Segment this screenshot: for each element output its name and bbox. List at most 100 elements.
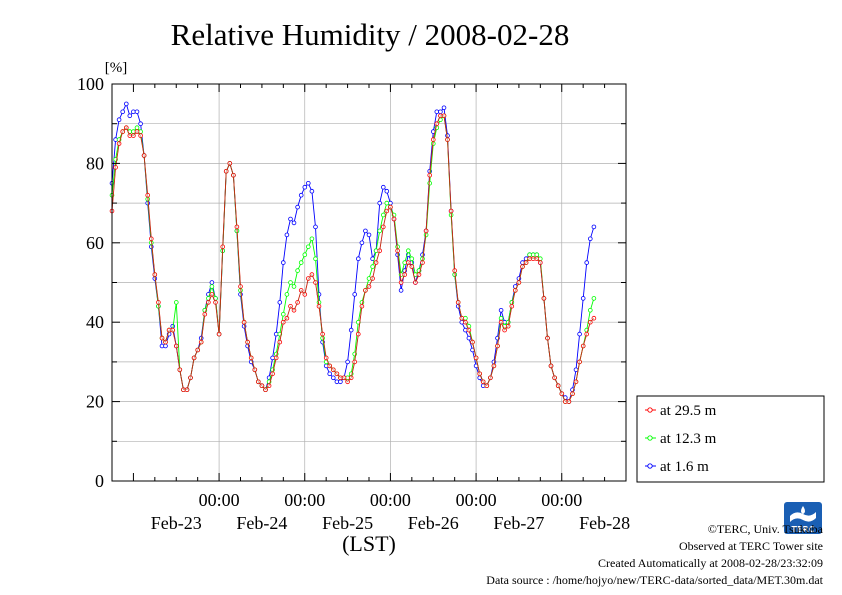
- data-point: [309, 236, 315, 242]
- data-point: [577, 331, 582, 337]
- data-point: [280, 260, 286, 265]
- data-point: [291, 284, 297, 289]
- x-axis: 00:00 Feb-23 00:00 Feb-24 00:00 Feb-25 00:00 Fe…: [111, 84, 630, 533]
- legend-swatch-marker: [647, 463, 653, 469]
- x-tick-date-label: Feb-26: [408, 513, 459, 533]
- terc-logo: TERC: [784, 502, 822, 534]
- y-axis: 0 20 40 60 80 100: [77, 74, 626, 491]
- series-line: [111, 102, 595, 403]
- x-tick-time-label: 00:00: [541, 490, 582, 510]
- data-point: [584, 260, 589, 265]
- y-tick-label: 60: [86, 233, 104, 253]
- data-point: [313, 224, 318, 230]
- data-point: [363, 228, 368, 234]
- data-point: [284, 292, 290, 297]
- data-point: [587, 236, 593, 242]
- data-point: [534, 252, 540, 258]
- data-point: [280, 311, 286, 317]
- legend-swatch-marker: [647, 407, 653, 413]
- x-axis-label: (LST): [342, 531, 396, 556]
- data-point: [209, 280, 215, 285]
- y-tick-label: 40: [86, 312, 104, 332]
- data-point: [330, 375, 336, 381]
- data-point: [291, 220, 297, 226]
- data-point: [366, 232, 372, 238]
- x-tick-date-label: Feb-27: [493, 513, 544, 533]
- y-tick-label: 0: [95, 471, 104, 491]
- data-point: [398, 288, 404, 293]
- data-point: [305, 244, 311, 250]
- data-point: [134, 109, 140, 115]
- data-point: [348, 327, 354, 333]
- data-point: [127, 113, 133, 119]
- data-point: [405, 248, 411, 254]
- y-tick-label: 20: [86, 392, 104, 412]
- data-point: [377, 228, 383, 234]
- x-tick-date-label: Feb-23: [151, 513, 202, 533]
- data-point: [377, 200, 383, 206]
- data-point: [573, 367, 579, 373]
- data-point: [302, 252, 308, 258]
- series-layer: [109, 101, 597, 404]
- data-point: [345, 359, 350, 365]
- footer-data-source: Data source : /home/hojyo/new/TERC-data/…: [486, 573, 823, 587]
- data-point: [359, 240, 365, 246]
- data-point: [352, 292, 358, 297]
- data-point: [438, 109, 443, 115]
- series-1: [109, 113, 597, 404]
- data-point: [355, 256, 361, 262]
- grid-lines: [112, 84, 626, 481]
- data-point: [384, 200, 390, 206]
- x-tick-time-label: 00:00: [284, 490, 325, 510]
- data-point: [370, 264, 375, 269]
- series-line: [111, 114, 595, 403]
- data-point: [498, 315, 504, 321]
- data-point: [466, 335, 472, 341]
- legend-swatch-marker: [647, 435, 653, 441]
- data-point: [298, 260, 304, 265]
- data-point: [298, 192, 304, 198]
- series-line: [111, 115, 595, 403]
- x-tick-date-label: Feb-28: [579, 513, 630, 533]
- legend-label: at 12.3 m: [660, 431, 717, 447]
- data-point: [384, 188, 390, 194]
- data-point: [116, 117, 122, 122]
- data-point: [591, 296, 597, 301]
- legend-label: at 1.6 m: [660, 459, 709, 475]
- data-point: [313, 256, 318, 262]
- data-point: [174, 300, 179, 305]
- data-point: [309, 188, 315, 194]
- logo-text: TERC: [792, 525, 815, 534]
- y-unit-label: [%]: [105, 60, 128, 76]
- y-tick-label: 100: [77, 74, 104, 94]
- data-point: [163, 343, 168, 349]
- data-point: [288, 280, 293, 285]
- legend-label: at 29.5 m: [660, 403, 717, 419]
- data-point: [409, 256, 415, 262]
- data-point: [209, 284, 215, 289]
- data-point: [380, 184, 386, 190]
- series-2: [109, 113, 597, 404]
- legend: at 29.5 m at 12.3 m at 1.6 m: [636, 395, 825, 483]
- data-point: [302, 184, 308, 190]
- data-point: [295, 204, 300, 210]
- x-tick-time-label: 00:00: [199, 490, 240, 510]
- x-tick-time-label: 00:00: [370, 490, 411, 510]
- data-point: [498, 307, 504, 313]
- data-point: [338, 379, 343, 385]
- data-point: [138, 121, 143, 126]
- y-tick-label: 80: [86, 153, 104, 173]
- data-point: [580, 296, 586, 301]
- series-overlap-line: [111, 115, 595, 402]
- series-3: [109, 101, 597, 404]
- data-point: [327, 371, 333, 377]
- x-tick-time-label: 00:00: [456, 490, 497, 510]
- x-tick-date-label: Feb-25: [322, 513, 373, 533]
- footer-site: Observed at TERC Tower site: [679, 539, 823, 553]
- data-point: [284, 232, 290, 238]
- data-point: [587, 307, 593, 313]
- footer-created: Created Automatically at 2008-02-28/23:3…: [598, 556, 823, 570]
- data-point: [124, 101, 129, 107]
- chart-title: Relative Humidity / 2008-02-28: [171, 17, 570, 52]
- data-point: [380, 212, 386, 218]
